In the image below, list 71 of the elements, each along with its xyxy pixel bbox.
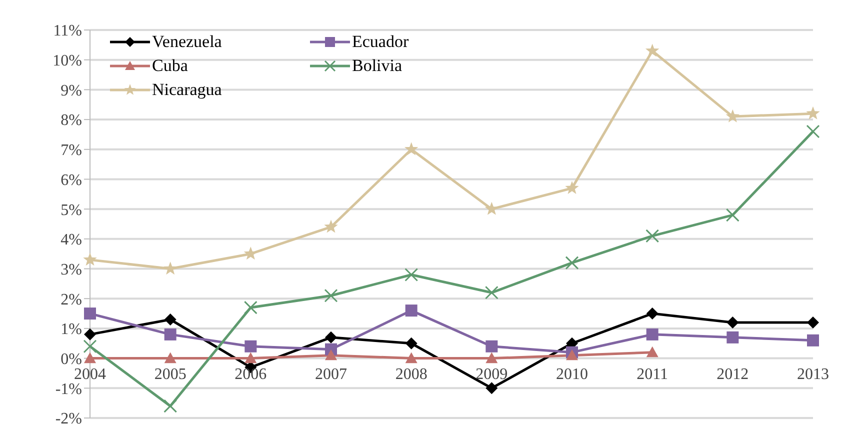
point bbox=[244, 300, 258, 314]
x-tick-label: 2008 bbox=[395, 366, 428, 384]
point bbox=[164, 314, 176, 326]
point bbox=[726, 109, 740, 122]
point bbox=[404, 268, 418, 282]
point bbox=[164, 399, 178, 413]
legend-label: Cuba bbox=[152, 56, 188, 76]
point bbox=[565, 256, 579, 270]
point bbox=[164, 328, 176, 340]
point bbox=[484, 286, 498, 300]
point bbox=[645, 44, 660, 57]
y-tick-label: 11% bbox=[53, 22, 82, 40]
legend-label: Nicaragua bbox=[152, 80, 222, 100]
point bbox=[807, 334, 819, 346]
point bbox=[325, 349, 337, 360]
point bbox=[646, 308, 658, 320]
x-tick-label: 2012 bbox=[716, 366, 749, 384]
x-tick-label: 2011 bbox=[636, 366, 668, 384]
y-tick-label: 2% bbox=[60, 291, 82, 308]
point bbox=[405, 352, 418, 364]
y-tick-label: 1% bbox=[60, 321, 82, 338]
point bbox=[244, 340, 257, 352]
y-tick-label: 0% bbox=[60, 350, 82, 368]
x-tick-label: 2006 bbox=[234, 366, 267, 384]
point bbox=[726, 316, 739, 328]
point bbox=[807, 316, 819, 328]
y-tick-label: 9% bbox=[60, 82, 82, 100]
x-tick-label: 2007 bbox=[315, 366, 347, 384]
point bbox=[646, 229, 660, 243]
point bbox=[325, 331, 337, 344]
point bbox=[324, 288, 338, 302]
y-tick-label: 4% bbox=[60, 232, 82, 249]
y-tick-label: 3% bbox=[60, 261, 82, 278]
point bbox=[405, 337, 418, 350]
x-tick-label: 2009 bbox=[476, 366, 508, 384]
x-tick-label: 2013 bbox=[797, 366, 829, 384]
point bbox=[806, 106, 820, 120]
point bbox=[486, 340, 498, 352]
y-tick-label: 7% bbox=[60, 142, 82, 160]
point bbox=[566, 349, 578, 360]
point bbox=[565, 180, 579, 194]
x-tick-label: 2010 bbox=[556, 366, 588, 384]
point bbox=[244, 352, 257, 364]
point bbox=[163, 262, 178, 275]
y-tick-label: 10% bbox=[52, 52, 82, 70]
point bbox=[83, 252, 97, 266]
point bbox=[486, 352, 498, 364]
y-tick-label: -1% bbox=[55, 380, 82, 398]
legend-label: Venezuela bbox=[152, 32, 222, 52]
point bbox=[404, 142, 418, 156]
y-tick-label: 6% bbox=[60, 172, 82, 189]
point bbox=[646, 346, 658, 358]
point bbox=[84, 328, 96, 340]
x-tick-label: 2004 bbox=[74, 366, 106, 384]
y-tick-label: 8% bbox=[60, 112, 82, 130]
point bbox=[405, 304, 418, 317]
point bbox=[486, 382, 498, 394]
y-tick-label: -2% bbox=[55, 410, 82, 428]
point bbox=[164, 352, 176, 364]
legend-label: Bolivia bbox=[352, 56, 402, 76]
point bbox=[646, 328, 658, 340]
point bbox=[726, 208, 740, 222]
point bbox=[83, 340, 97, 354]
point bbox=[726, 331, 739, 344]
legend-label: Ecuador bbox=[352, 32, 409, 52]
point bbox=[84, 352, 96, 364]
x-tick-label: 2005 bbox=[154, 366, 186, 384]
point bbox=[806, 124, 820, 138]
point bbox=[324, 220, 338, 233]
y-tick-label: 5% bbox=[60, 202, 82, 219]
point bbox=[84, 308, 96, 320]
